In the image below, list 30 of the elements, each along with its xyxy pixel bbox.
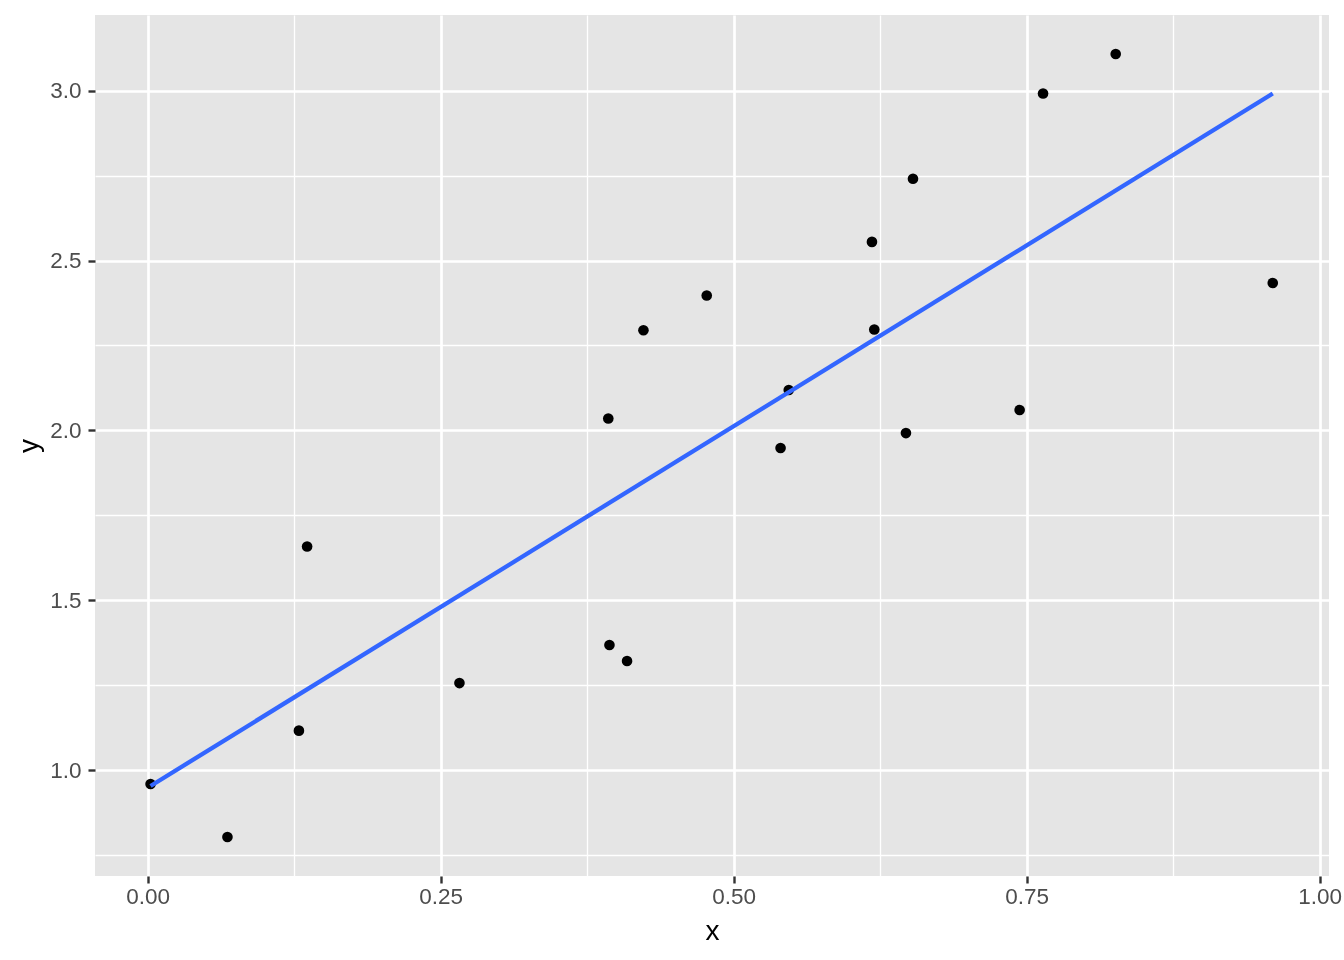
point (1014, 404, 1025, 416)
point (454, 677, 465, 689)
point (868, 324, 880, 335)
point (621, 655, 633, 667)
y-axis-title: y (13, 439, 45, 453)
x-tick-label: 1.00 (1298, 884, 1343, 909)
y-tick-label: 2.0 (50, 417, 82, 443)
point (602, 413, 614, 424)
x-tick-label: 0.50 (712, 884, 757, 909)
point (301, 541, 313, 552)
point (900, 427, 912, 439)
x-tick-label: 0.25 (419, 884, 464, 909)
point (222, 831, 233, 843)
y-tick-label: 1.0 (50, 757, 82, 783)
point (293, 725, 305, 736)
y-tick-label: 2.5 (50, 248, 82, 274)
point (638, 324, 649, 336)
y-tick-label: 3.0 (50, 78, 82, 104)
x-axis-title: x (705, 915, 720, 946)
point (775, 442, 786, 454)
point (1037, 88, 1049, 99)
point (604, 639, 615, 651)
point (1110, 48, 1122, 60)
x-tick-label: 0.75 (1005, 884, 1050, 909)
point (907, 173, 919, 185)
point (701, 290, 713, 301)
x-tick-label: 0.00 (126, 884, 171, 909)
point (866, 236, 878, 248)
point (1267, 277, 1279, 289)
y-tick-label: 1.5 (50, 587, 82, 613)
